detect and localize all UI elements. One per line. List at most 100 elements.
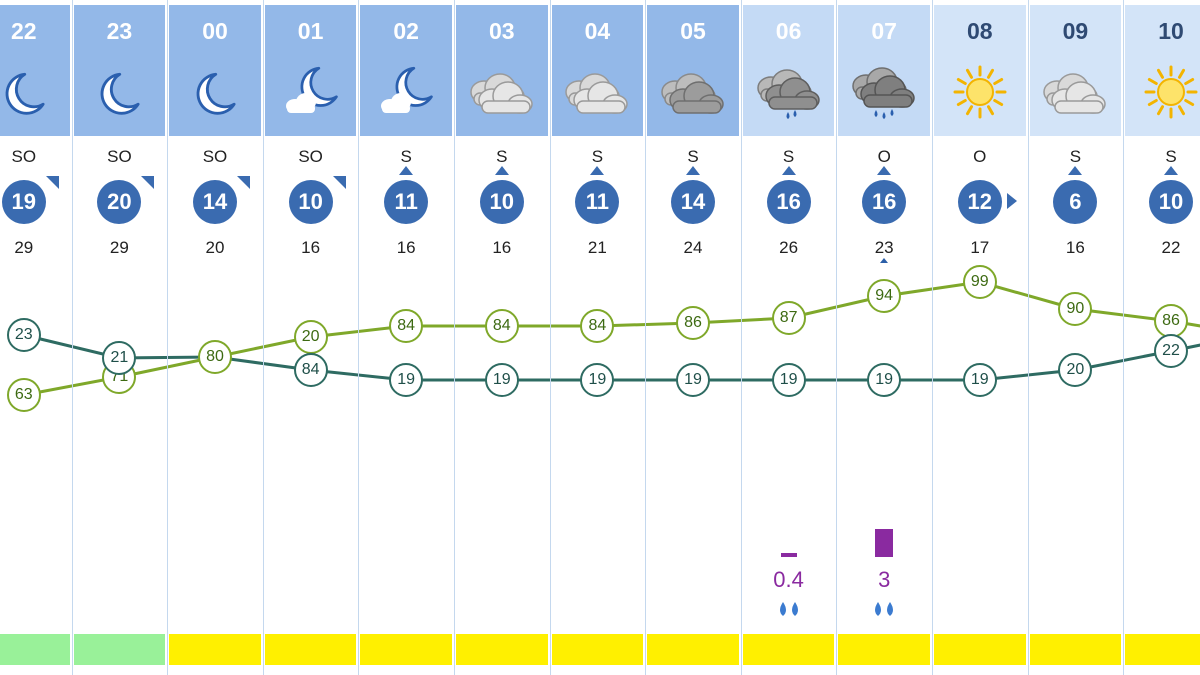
wind-direction: S [687,147,699,166]
temperature-value: 19 [962,363,997,397]
temperature-value: 20 [1058,353,1093,387]
temperature-value: 21 [102,341,137,375]
wind-arrow-icon [141,176,155,189]
temperature-value: 19 [580,363,615,397]
heavy-rain-cloud-icon [850,62,918,122]
wind-gust: 22 [1161,238,1181,257]
hour-header [647,5,739,136]
hour-column: 06 S 16 26 0.4 [741,0,837,675]
wind-gust: 16 [1065,238,1085,257]
column-divider [72,0,73,675]
column-divider [263,0,264,675]
wind-gust: 16 [396,238,416,257]
column-divider [836,0,837,675]
wind-gust: 24 [683,238,703,257]
humidity-value: 86 [1154,304,1188,338]
comfort-band [934,634,1026,665]
wind-direction: O [877,147,891,166]
wind-arrow-icon [494,166,509,175]
wind-speed: 10 [1148,180,1193,224]
wind-gust: 26 [779,238,799,257]
wind-arrow-icon [781,166,796,175]
wind-gust: 16 [301,238,321,257]
wind-arrow-icon [1068,166,1083,175]
wind-speed: 19 [1,180,46,224]
hour-header [1029,5,1122,136]
wind-arrow-icon [1163,166,1178,175]
hour-column: 23 SO 20 29 [72,0,168,675]
wind-arrow-icon [685,166,700,175]
precip-bar [875,528,894,557]
humidity-value: 80 [198,340,232,374]
dark-cloud-icon [659,62,727,122]
wind-gust: 29 [109,238,129,257]
comfort-band [264,634,357,665]
comfort-band [169,634,261,665]
humidity-value: 84 [484,309,519,343]
humidity-value: 86 [676,306,710,340]
hour-header [1125,5,1200,136]
column-divider [358,0,359,675]
column-divider [932,0,933,675]
wind-speed: 6 [1053,180,1098,224]
wind-gust: 29 [14,238,34,257]
hour-label: 02 [393,18,419,44]
hour-column: 05 S 14 24 [645,0,741,675]
gust-marker-icon [880,258,889,263]
comfort-band [1029,634,1122,665]
hour-label: 07 [871,18,897,44]
comfort-band [0,634,70,665]
temperature-value: 23 [6,318,41,352]
hour-column: 03 S 10 16 [454,0,550,675]
hour-label: 00 [202,18,228,44]
wind-arrow-icon [399,166,414,175]
comfort-band [73,634,166,665]
wind-direction: SO [107,147,132,166]
temperature-value: 19 [771,363,806,397]
wind-speed: 16 [862,180,907,224]
wind-gust: 17 [970,238,990,257]
precip-amount: 3 [878,567,891,592]
wind-gust: 16 [492,238,512,257]
hour-label: 23 [106,18,133,44]
wind-direction: S [591,147,604,166]
humidity-value: 99 [962,265,997,299]
moon-icon [181,62,249,122]
wind-speed: 20 [97,180,142,224]
hour-label: 08 [967,18,993,44]
humidity-value: 94 [867,279,902,313]
wind-speed: 11 [384,180,429,224]
wind-direction: SO [11,147,37,166]
humidity-value: 84 [389,309,424,343]
wind-direction: SO [202,147,228,166]
moon-cloud-icon [372,62,440,122]
column-divider [741,0,742,675]
cloud-icon [1041,62,1109,122]
hour-label: 10 [1158,18,1184,44]
wind-arrow-icon [236,176,250,189]
moon-icon [85,62,153,122]
humidity-value: 84 [580,309,615,343]
hour-column: 22 SO 19 29 [0,0,72,675]
wind-direction: S [496,147,508,166]
column-divider [454,0,455,675]
wind-direction: SO [298,147,323,166]
cloud-icon [468,62,536,122]
wind-speed: 12 [957,180,1002,224]
comfort-band [1125,634,1200,665]
temperature-value: 19 [676,363,710,397]
hour-column: 07 O 16 23 3 [836,0,932,675]
sun-icon [1137,62,1200,122]
moon-icon [0,62,58,122]
wind-speed: 10 [479,180,524,224]
wind-gust: 20 [205,238,225,257]
hour-header [551,5,644,136]
rain-drops-icon [773,600,805,620]
hour-label: 03 [489,18,515,44]
hour-column: 01 SO 10 16 [263,0,359,675]
wind-direction: S [782,147,795,166]
hour-label: 06 [775,18,802,44]
wind-gust: 23 [874,238,894,257]
temperature-value: 19 [389,363,424,397]
hour-column: 09 S 6 16 [1028,0,1124,675]
